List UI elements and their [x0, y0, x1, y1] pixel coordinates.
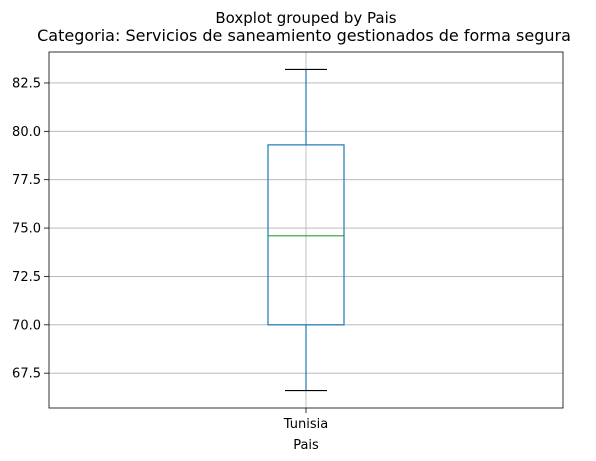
iqr-box: [267, 144, 345, 326]
y-tick-label: 67.5: [12, 367, 41, 382]
x-tick-label: Tunisia: [283, 417, 328, 432]
y-tick-label: 72.5: [12, 270, 41, 285]
plot-frame: [48, 51, 564, 409]
chart-suptitle: Boxplot grouped by Pais: [215, 9, 396, 27]
axes: 67.5 70.0 72.5 75.0 77.5 80.0 82.5 Tunisia: [12, 51, 564, 432]
y-tick-label: 77.5: [12, 173, 41, 188]
y-tick-label: 75.0: [12, 222, 41, 237]
x-axis-label: Pais: [293, 438, 319, 453]
chart-title: Categoria: Servicios de saneamiento gest…: [37, 26, 571, 45]
y-tick-label: 82.5: [12, 76, 41, 91]
y-tick-label: 80.0: [12, 125, 41, 140]
plot-data: [267, 68, 345, 392]
y-tick-label: 70.0: [12, 318, 41, 333]
